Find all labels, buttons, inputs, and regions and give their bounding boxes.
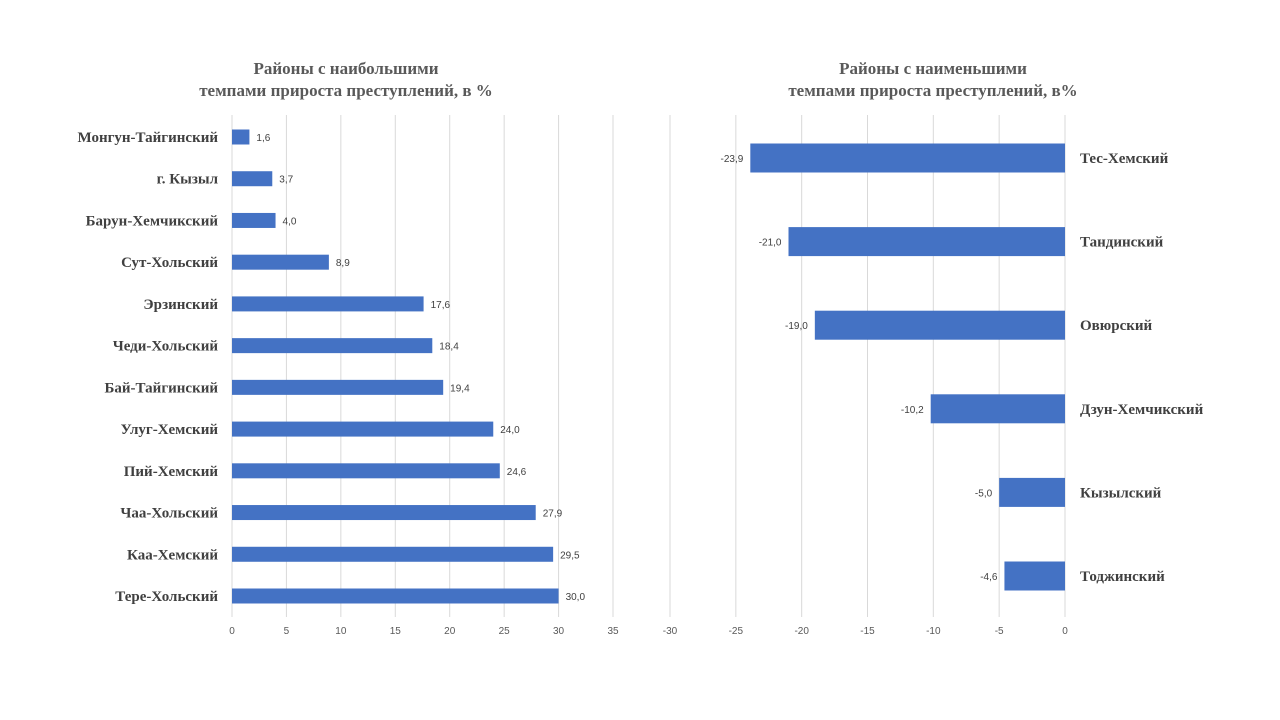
data-label: -23,9	[721, 154, 744, 165]
x-tick-label: 5	[284, 626, 290, 637]
category-label: Эрзинский	[143, 297, 218, 313]
bar	[750, 143, 1065, 173]
category-label: Кызылский	[1080, 485, 1162, 501]
data-label: 1,6	[256, 133, 270, 144]
bar	[232, 171, 273, 187]
data-label: 24,0	[500, 425, 520, 436]
category-label: Каа-Хемский	[127, 547, 218, 563]
category-label: Тере-Хольский	[115, 589, 218, 605]
x-tick-label: 15	[390, 626, 402, 637]
chart-title-line-2: темпами прироста преступлений, в%	[788, 81, 1077, 100]
x-tick-label: 0	[229, 626, 235, 637]
bar	[232, 379, 444, 395]
data-label: -4,6	[980, 572, 998, 583]
x-tick-label: 0	[1062, 626, 1068, 637]
data-label: 24,6	[507, 467, 527, 478]
category-label: Овюрский	[1080, 318, 1153, 334]
data-label: -21,0	[759, 238, 782, 249]
data-label: 3,7	[279, 175, 293, 186]
x-tick-label: 30	[553, 626, 565, 637]
bar	[999, 477, 1065, 507]
data-label: 8,9	[336, 258, 350, 269]
category-label: Чеди-Хольский	[113, 339, 219, 355]
category-label: Тоджинский	[1080, 569, 1165, 585]
category-label: Тандинский	[1080, 235, 1164, 251]
x-tick-label: -20	[794, 626, 809, 637]
x-tick-label: 10	[335, 626, 347, 637]
chart-lowest-growth: Районы с наименьшими темпами прироста пр…	[663, 59, 1204, 637]
bar	[814, 310, 1065, 340]
bar	[232, 129, 250, 145]
category-label: Барун-Хемчикский	[86, 213, 219, 229]
x-tick-label: -10	[926, 626, 941, 637]
x-tick-label: -25	[729, 626, 744, 637]
category-label: Тес-Хемский	[1080, 151, 1169, 167]
bar	[930, 394, 1065, 424]
data-label: 18,4	[439, 342, 459, 353]
data-label: 29,5	[560, 550, 580, 561]
chart-title-line-1: Районы с наибольшими	[254, 59, 439, 78]
data-label: -10,2	[901, 405, 924, 416]
bar	[232, 212, 276, 228]
data-label: -5,0	[975, 488, 993, 499]
chart-title-line-1: Районы с наименьшими	[839, 59, 1027, 78]
category-label: Дзун-Хемчикский	[1080, 402, 1204, 418]
x-tick-label: -15	[860, 626, 875, 637]
bar	[1004, 561, 1065, 591]
data-label: -19,0	[785, 321, 808, 332]
bar	[232, 463, 500, 479]
bar	[788, 227, 1065, 257]
category-label: Чаа-Хольский	[120, 506, 218, 522]
category-label: Пий-Хемский	[124, 464, 219, 480]
category-label: Улуг-Хемский	[121, 422, 219, 438]
x-tick-label: -30	[663, 626, 678, 637]
x-tick-label: 20	[444, 626, 456, 637]
bar	[232, 421, 494, 437]
chart-title-line-2: темпами прироста преступлений, в %	[199, 81, 493, 100]
bar	[232, 546, 554, 562]
category-label: г. Кызыл	[157, 172, 219, 188]
bar	[232, 588, 559, 604]
bar	[232, 338, 433, 354]
category-label: Монгун-Тайгинский	[77, 130, 218, 146]
data-label: 30,0	[566, 592, 586, 603]
category-label: Бай-Тайгинский	[104, 380, 218, 396]
data-label: 27,9	[543, 509, 563, 520]
bar	[232, 254, 329, 270]
bar	[232, 296, 424, 312]
data-label: 17,6	[431, 300, 451, 311]
x-tick-label: 25	[499, 626, 511, 637]
category-label: Сут-Хольский	[121, 255, 218, 271]
data-label: 19,4	[450, 383, 470, 394]
x-tick-label: 35	[607, 626, 619, 637]
chart-top-growth: Районы с наибольшими темпами прироста пр…	[77, 59, 619, 637]
bar	[232, 505, 536, 521]
x-tick-label: -5	[995, 626, 1004, 637]
data-label: 4,0	[283, 216, 297, 227]
